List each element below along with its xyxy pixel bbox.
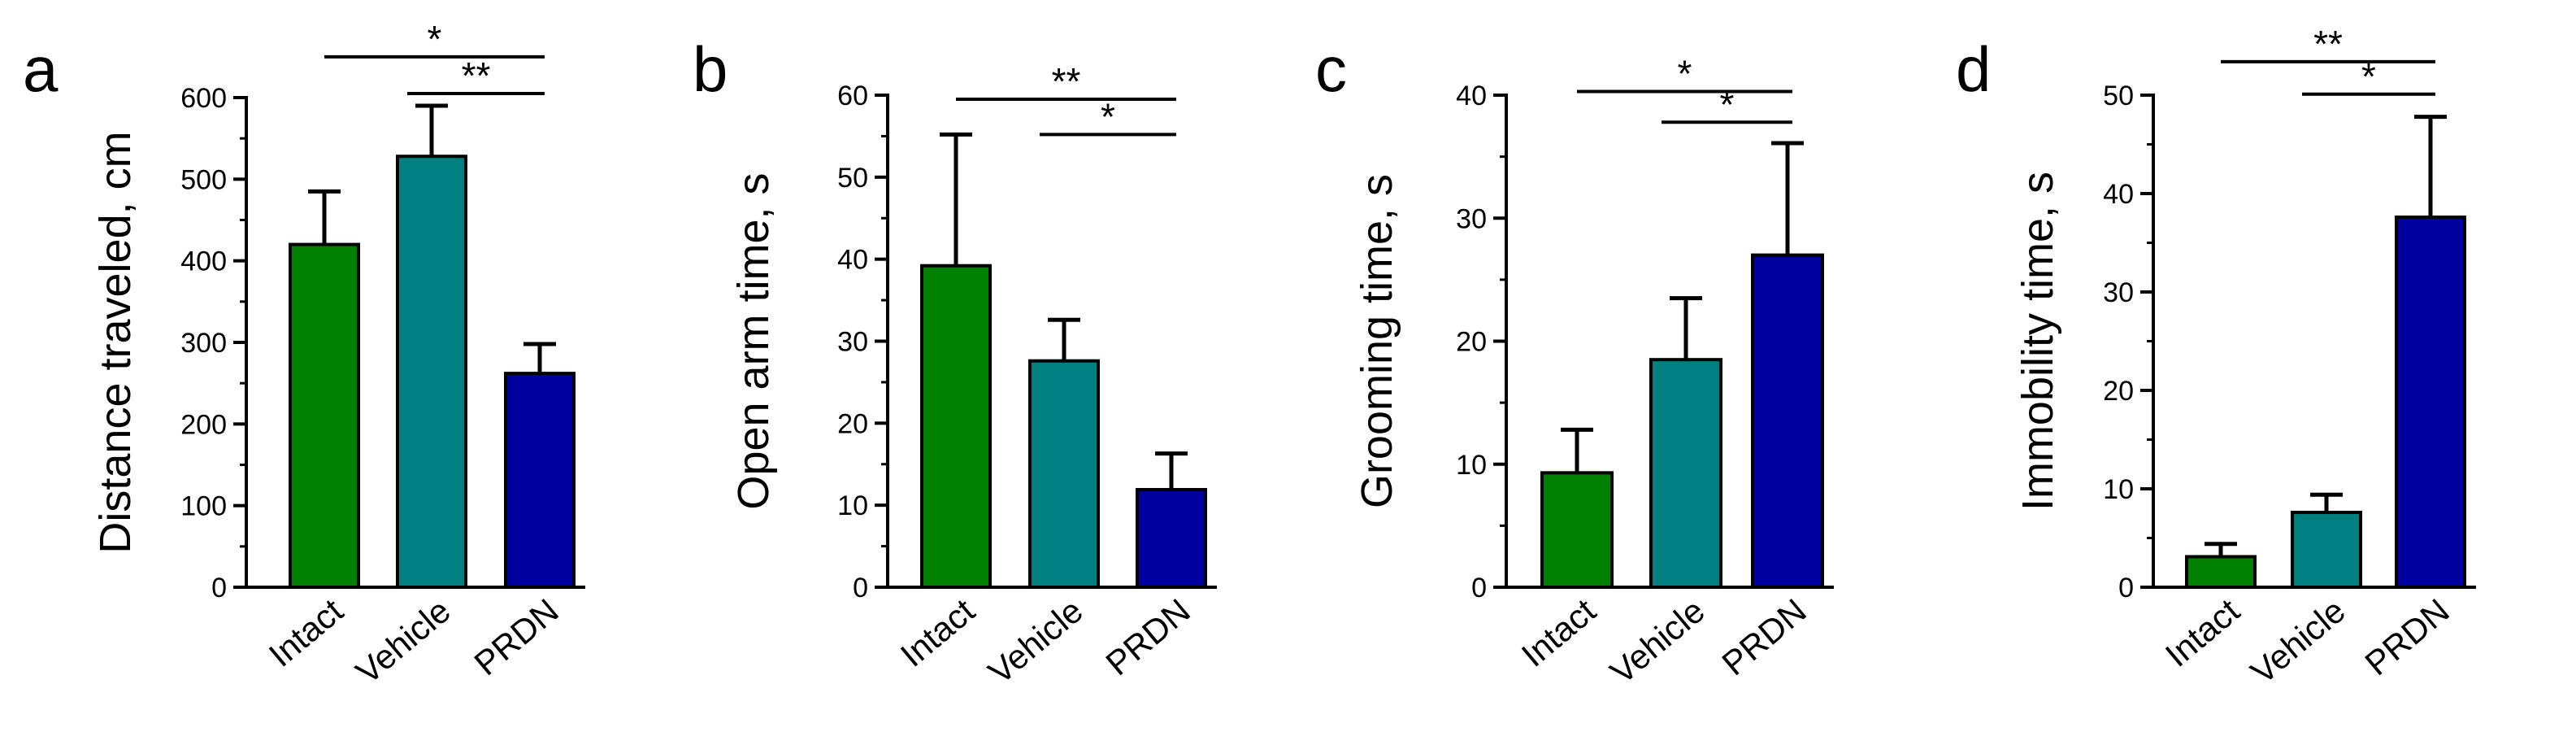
y-tick-label: 60 — [837, 81, 868, 111]
bar-prdn — [1751, 253, 1824, 589]
bar-vehicle — [2291, 511, 2362, 589]
panel-c: c Grooming time, s 0 10 20 30 40 Intact Vehicle P… — [1315, 33, 1834, 691]
category-label-prdn: PRDN — [2357, 591, 2456, 683]
category-label-prdn: PRDN — [1714, 591, 1813, 683]
y-tick-label: 0 — [1471, 573, 1487, 603]
y-tick-label: 30 — [2103, 277, 2134, 308]
category-label-intact: Intact — [1514, 591, 1603, 674]
y-tick-label: 200 — [180, 409, 227, 440]
bar-vehicle — [1649, 358, 1722, 589]
y-tick-label: 20 — [837, 408, 868, 439]
y-axis-label: Immobility time, s — [2013, 172, 2062, 511]
category-label-intact: Intact — [893, 591, 982, 674]
category-label-intact: Intact — [262, 591, 350, 674]
y-axis-label: Grooming time, s — [1353, 174, 1401, 508]
category-label-vehicle: Vehicle — [1603, 591, 1712, 691]
y-tick-label: 30 — [837, 327, 868, 358]
significance-label: * — [1720, 83, 1735, 125]
y-tick-label: 500 — [180, 164, 227, 195]
panel-letter: d — [1956, 33, 1991, 105]
bar-vehicle — [396, 155, 467, 590]
category-label-vehicle: Vehicle — [981, 591, 1090, 691]
significance-label: ** — [462, 54, 491, 97]
bar-prdn — [504, 372, 576, 589]
category-label-vehicle: Vehicle — [2244, 591, 2352, 691]
bar-intact — [920, 264, 992, 589]
y-tick-label: 0 — [211, 573, 227, 603]
significance-label: * — [428, 18, 442, 60]
y-tick-label: 100 — [180, 491, 227, 522]
y-tick-label: 400 — [180, 246, 227, 277]
y-tick-label: 50 — [2103, 81, 2134, 111]
bar-prdn — [1136, 488, 1207, 590]
significance-label: ** — [1052, 60, 1081, 102]
panel-letter: a — [23, 33, 59, 105]
bar-vehicle — [1028, 359, 1100, 589]
bar-intact — [2185, 555, 2257, 589]
bar-intact — [1540, 471, 1614, 590]
y-tick-label: 300 — [180, 328, 227, 359]
bar-intact — [289, 242, 360, 589]
category-label-prdn: PRDN — [467, 591, 565, 683]
significance-label: * — [2361, 55, 2376, 98]
panel-letter: b — [693, 33, 728, 105]
y-tick-label: 40 — [2103, 179, 2134, 210]
significance-label: * — [1101, 95, 1115, 137]
y-tick-label: 30 — [1456, 203, 1487, 234]
panel-a: a Distance traveled, cm 0 100 200 300 400 500 60… — [23, 18, 585, 691]
y-tick-label: 10 — [837, 490, 868, 521]
panel-b: b Open arm time, s 0 10 20 30 40 50 60 Intact Vehi… — [693, 33, 1217, 691]
category-label-vehicle: Vehicle — [349, 591, 458, 691]
bar-prdn — [2395, 216, 2466, 589]
y-tick-label: 20 — [2103, 376, 2134, 407]
y-axis-label: Distance traveled, cm — [91, 131, 140, 553]
category-label-intact: Intact — [2158, 591, 2247, 674]
panel-letter: c — [1315, 33, 1347, 105]
significance-label: * — [1678, 52, 1692, 94]
significance-label: ** — [2313, 23, 2343, 65]
y-tick-label: 10 — [2103, 474, 2134, 505]
y-axis-label: Open arm time, s — [729, 172, 778, 509]
y-tick-label: 40 — [837, 245, 868, 276]
y-tick-label: 600 — [180, 83, 227, 114]
y-tick-label: 20 — [1456, 327, 1487, 358]
y-tick-label: 0 — [2118, 573, 2134, 603]
panel-d: d Immobility time, s 0 10 20 30 40 50 IntactVehi… — [1956, 23, 2476, 691]
y-tick-label: 10 — [1456, 450, 1487, 481]
y-tick-label: 50 — [837, 163, 868, 194]
y-tick-label: 0 — [853, 573, 868, 603]
category-label-prdn: PRDN — [1098, 591, 1197, 683]
y-tick-label: 40 — [1456, 81, 1487, 111]
